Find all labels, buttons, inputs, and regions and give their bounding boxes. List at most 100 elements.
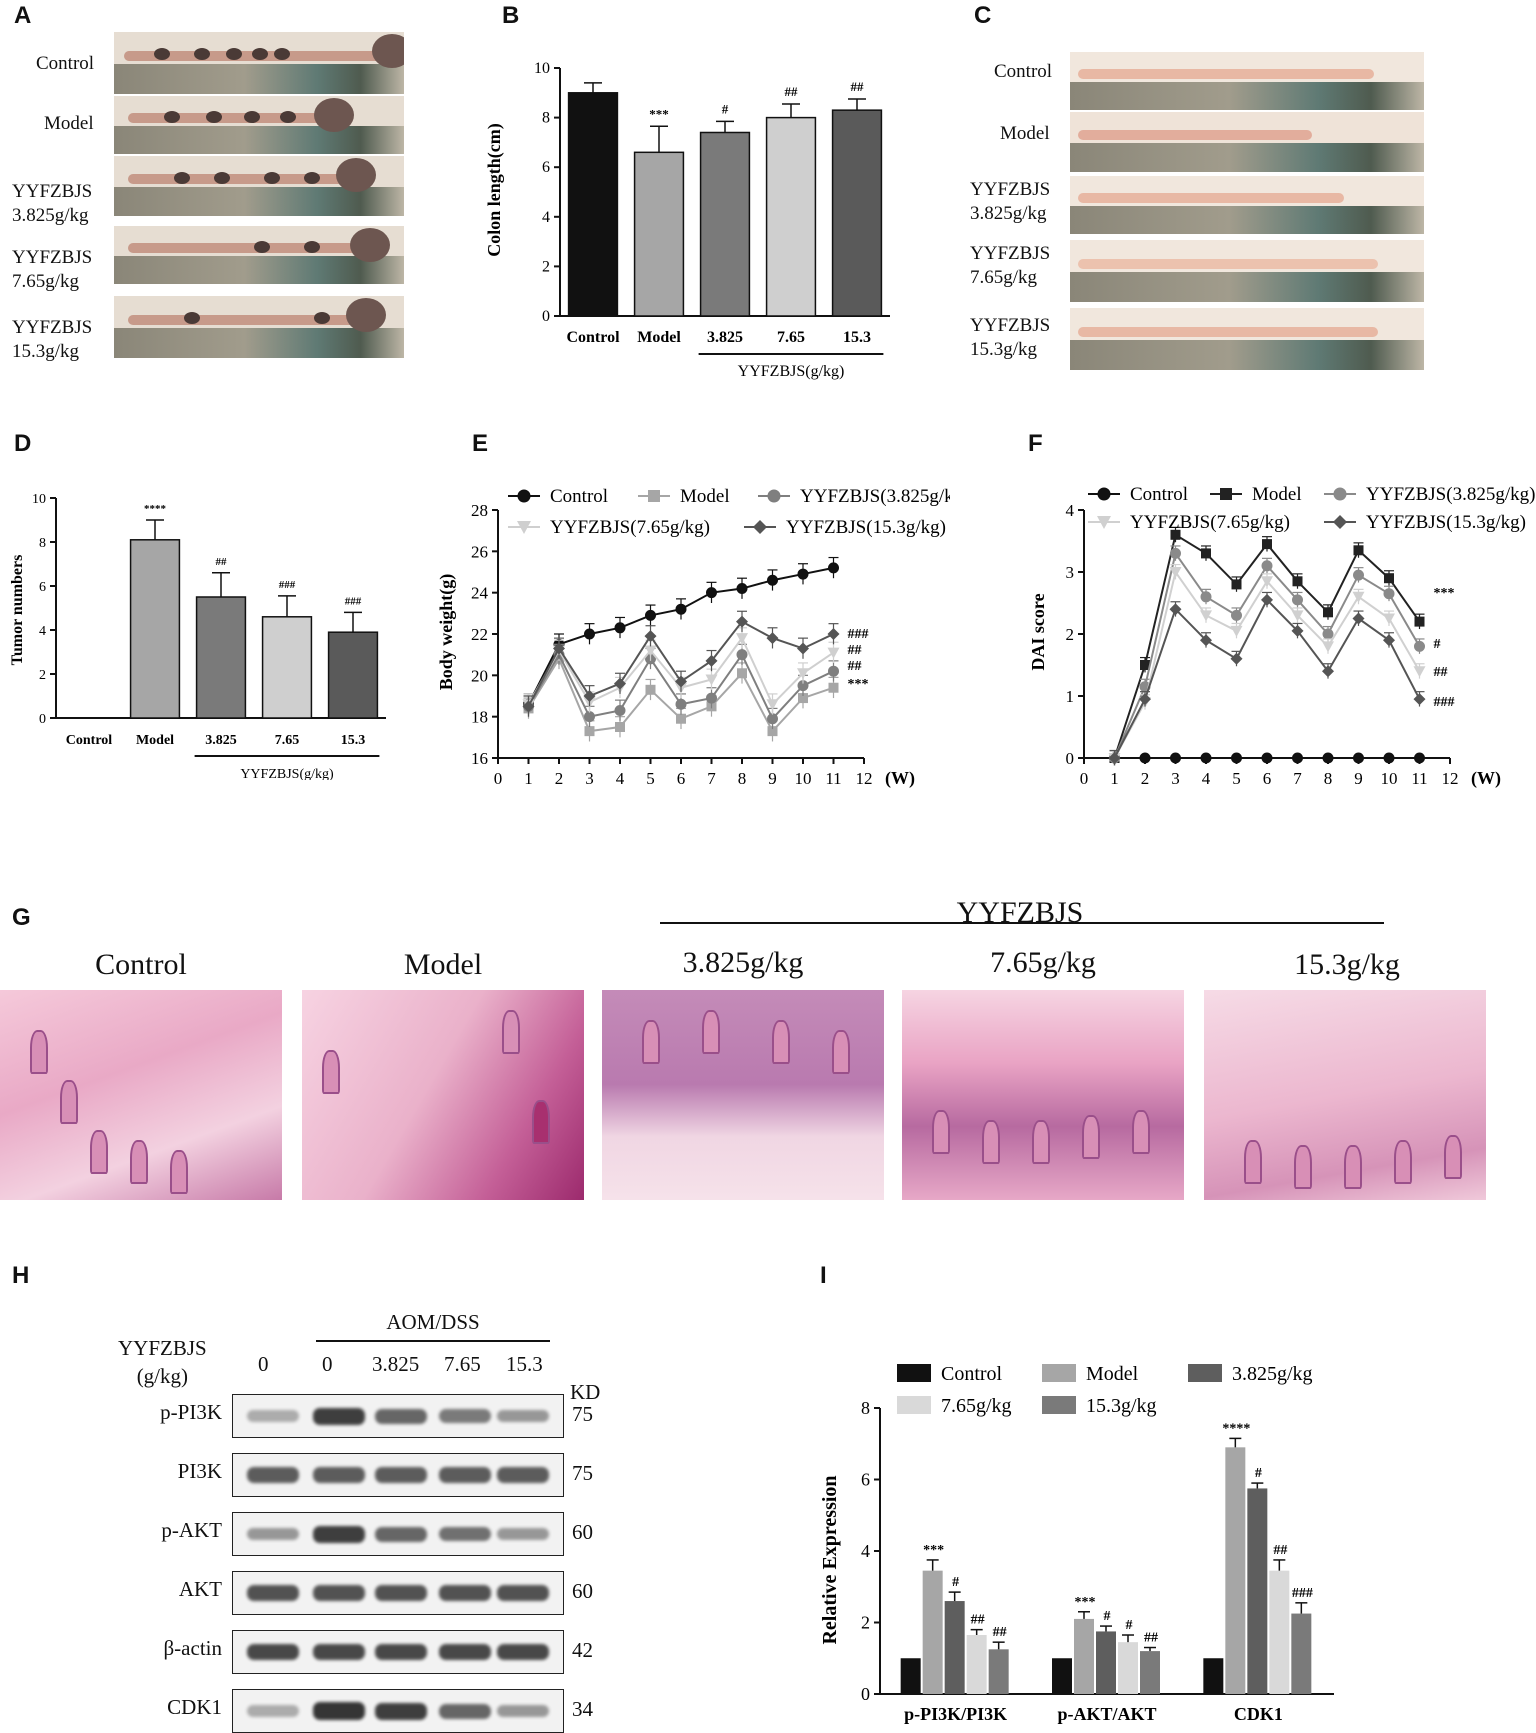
data-point xyxy=(767,574,778,586)
data-point xyxy=(1383,613,1395,625)
y-tick-label: 1 xyxy=(1066,687,1075,706)
blot-row xyxy=(232,1630,564,1674)
significance-label: *** xyxy=(848,677,869,692)
data-point xyxy=(798,693,808,704)
blot-band xyxy=(375,1702,427,1720)
histology-image-high xyxy=(1204,990,1486,1200)
data-point xyxy=(1414,752,1425,764)
x-tick-label: 0 xyxy=(1080,769,1089,788)
blot-band xyxy=(497,1467,549,1483)
panel-a-label-high: YYFZBJS 15.3g/kg xyxy=(12,317,93,362)
blot-protein-label: PI3K xyxy=(177,1459,222,1483)
x-tick-label: 7 xyxy=(707,769,716,788)
data-point xyxy=(583,690,596,702)
data-point xyxy=(1414,616,1425,627)
panel-c-label-low: YYFZBJS 3.825g/kg xyxy=(970,179,1051,224)
y-tick-label: 8 xyxy=(861,1398,870,1418)
data-point xyxy=(1169,603,1182,616)
x-tick-label: 11 xyxy=(1411,769,1427,788)
x-tick-label: 5 xyxy=(646,769,655,788)
bar xyxy=(195,596,247,719)
bar xyxy=(1140,1651,1160,1694)
legend-label: Model xyxy=(1086,1363,1139,1385)
x-tick-label: 6 xyxy=(1263,769,1272,788)
data-point xyxy=(584,628,595,640)
data-point xyxy=(827,647,840,659)
y-tick-label: 26 xyxy=(471,542,488,561)
panel-c-label-control: Control xyxy=(994,61,1053,82)
data-point xyxy=(705,654,718,667)
data-point xyxy=(1353,752,1364,764)
chart-f-ylabel: DAI score xyxy=(1028,593,1048,670)
significance-label: *** xyxy=(1075,1595,1096,1610)
blot-band xyxy=(497,1409,549,1423)
blot-band xyxy=(247,1527,299,1541)
x-tick-label: 11 xyxy=(825,769,841,788)
legend-label: Control xyxy=(1130,484,1188,505)
significance-label: ## xyxy=(1273,1543,1287,1558)
blot-lane-dose-2: 0 xyxy=(322,1352,333,1376)
blot-kd-value: 75 xyxy=(572,1461,593,1485)
panel-g-group-label: YYFZBJS xyxy=(956,896,1084,929)
data-point xyxy=(1291,610,1304,622)
data-point xyxy=(1200,634,1212,647)
data-point xyxy=(517,489,531,503)
x-tick-label: CDK1 xyxy=(1234,1704,1283,1724)
panel-c-label-high: YYFZBJS 15.3g/kg xyxy=(970,315,1051,360)
chart-i: Relative Expression 02468***#####p-PI3K/… xyxy=(819,1363,1334,1724)
data-point xyxy=(1353,569,1364,581)
panel-c-label-model: Model xyxy=(1000,123,1050,144)
blot-row xyxy=(232,1689,564,1733)
data-point xyxy=(767,713,778,725)
group-label: YYFZBJS(g/kg) xyxy=(240,767,334,780)
significance-label: ### xyxy=(1434,695,1455,710)
blot-band xyxy=(313,1643,365,1661)
blot-band xyxy=(439,1643,491,1661)
data-point xyxy=(1292,576,1303,587)
bar xyxy=(944,1601,965,1694)
bar xyxy=(922,1570,943,1694)
significance-label: *** xyxy=(649,106,669,121)
bar xyxy=(1203,1658,1224,1694)
data-point xyxy=(737,668,747,679)
data-point xyxy=(1261,752,1273,764)
x-tick-label: 10 xyxy=(795,769,812,788)
blot-protein-label: AKT xyxy=(178,1577,222,1601)
data-point xyxy=(1333,487,1347,501)
blot-kd-value: 34 xyxy=(572,1697,593,1721)
data-point xyxy=(736,583,748,595)
colon-photo-a-mid xyxy=(114,226,404,284)
y-tick-label: 2 xyxy=(1066,625,1075,644)
data-point xyxy=(736,649,748,661)
legend-label: YYFZBJS(3.825g/kg) xyxy=(1366,484,1535,505)
legend-swatch xyxy=(897,1364,931,1382)
data-point xyxy=(675,603,687,615)
legend-swatch xyxy=(897,1396,931,1414)
bar xyxy=(1118,1642,1138,1694)
panel-a-label-low: YYFZBJS 3.825g/kg xyxy=(12,181,93,226)
data-point xyxy=(1170,547,1181,559)
blot-kd-value: 60 xyxy=(572,1520,593,1544)
data-point xyxy=(675,698,687,710)
histo-title-model: Model xyxy=(403,948,483,981)
data-point xyxy=(1231,579,1242,590)
blot-band xyxy=(247,1705,299,1717)
data-point xyxy=(1353,545,1364,556)
panel-a-label-control: Control xyxy=(36,53,95,74)
data-point xyxy=(753,520,767,534)
blot-protein-label: p-PI3K xyxy=(160,1400,222,1424)
colon-photo-c-control xyxy=(1070,52,1424,110)
x-tick-label: 1 xyxy=(1110,769,1119,788)
significance-label: ## xyxy=(785,84,799,99)
data-point xyxy=(1201,548,1211,559)
significance-label: # xyxy=(1126,1618,1133,1633)
y-tick-label: 0 xyxy=(39,712,46,727)
significance-label: # xyxy=(1434,637,1441,652)
bar xyxy=(900,1658,921,1694)
bar xyxy=(567,92,619,317)
significance-label: ## xyxy=(216,556,228,568)
bar xyxy=(988,1649,1009,1694)
significance-label: ## xyxy=(848,659,862,674)
data-point xyxy=(1322,752,1334,764)
x-tick-label: 7.65 xyxy=(275,733,300,748)
